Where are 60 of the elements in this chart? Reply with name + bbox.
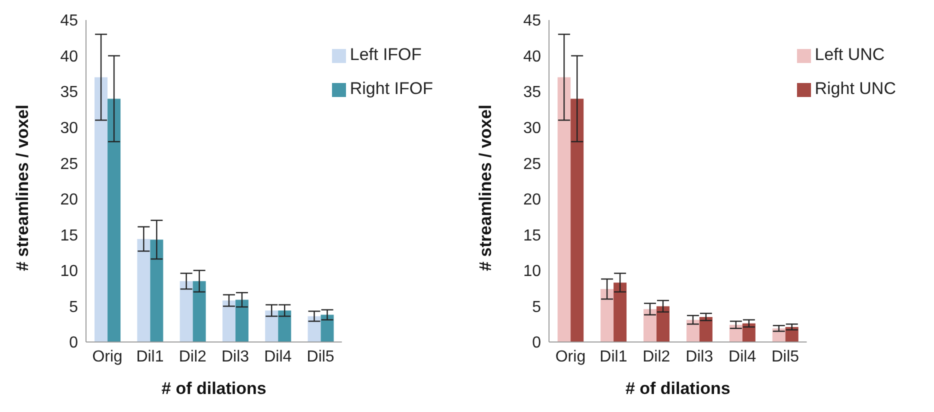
bar: [686, 320, 700, 342]
legend-label: Left IFOF: [350, 45, 422, 64]
x-tick-label: Dil2: [178, 348, 206, 366]
y-tick-label: 35: [523, 84, 542, 102]
bar: [570, 98, 584, 342]
x-tick-label: Dil5: [306, 348, 334, 366]
y-axis-title: # streamlines / voxel: [476, 104, 496, 271]
y-tick-label: 20: [60, 192, 78, 209]
x-tick-label: Dil5: [771, 348, 800, 366]
y-tick-label: 10: [523, 263, 542, 280]
y-tick-label: 30: [523, 120, 542, 138]
bar: [265, 310, 278, 342]
bar: [656, 306, 670, 342]
x-tick-label: Dil4: [264, 348, 292, 366]
bar: [320, 314, 334, 342]
legend-label: Right IFOF: [350, 79, 433, 98]
bar: [108, 98, 121, 342]
x-tick-label: Dil4: [728, 348, 756, 366]
bar: [150, 240, 164, 342]
bar: [308, 316, 321, 342]
x-tick-label: Dil1: [600, 348, 628, 366]
y-tick-label: 10: [60, 263, 78, 280]
y-tick-label: 5: [532, 298, 542, 316]
bar: [180, 281, 193, 342]
bar: [278, 310, 292, 342]
bar: [699, 316, 712, 342]
y-tick-label: 25: [60, 156, 78, 173]
y-tick-label: 30: [60, 120, 78, 138]
y-tick-label: 40: [60, 48, 78, 66]
legend-label: Right UNC: [814, 79, 896, 98]
x-tick-label: Dil1: [136, 348, 164, 366]
bar: [94, 77, 108, 342]
x-tick-label: Dil2: [642, 348, 670, 366]
x-tick-label: Orig: [555, 348, 586, 366]
bar: [644, 309, 657, 342]
y-tick-label: 15: [523, 227, 542, 244]
bar: [222, 300, 236, 342]
y-tick-label: 45: [523, 12, 542, 30]
x-axis-title: # of dilations: [625, 379, 730, 398]
y-axis-title: # streamlines / voxel: [13, 104, 32, 271]
y-tick-label: 0: [532, 334, 542, 352]
y-tick-label: 20: [523, 192, 542, 209]
y-tick-label: 15: [60, 227, 78, 244]
y-tick-label: 40: [523, 48, 542, 66]
bar: [558, 77, 571, 342]
bar: [137, 238, 150, 342]
y-tick-label: 5: [69, 298, 78, 316]
bar: [600, 289, 614, 342]
bar: [614, 282, 627, 342]
x-axis-title: # of dilations: [162, 379, 266, 398]
y-tick-label: 35: [60, 84, 78, 102]
x-tick-label: Dil3: [221, 348, 250, 366]
x-tick-label: Dil3: [686, 348, 714, 366]
legend-label: Left UNC: [814, 45, 885, 64]
x-tick-label: Orig: [92, 348, 122, 366]
y-tick-label: 25: [523, 156, 542, 173]
y-tick-label: 0: [69, 334, 78, 352]
y-tick-label: 45: [60, 12, 78, 30]
bar: [192, 281, 206, 342]
bar: [235, 300, 248, 342]
